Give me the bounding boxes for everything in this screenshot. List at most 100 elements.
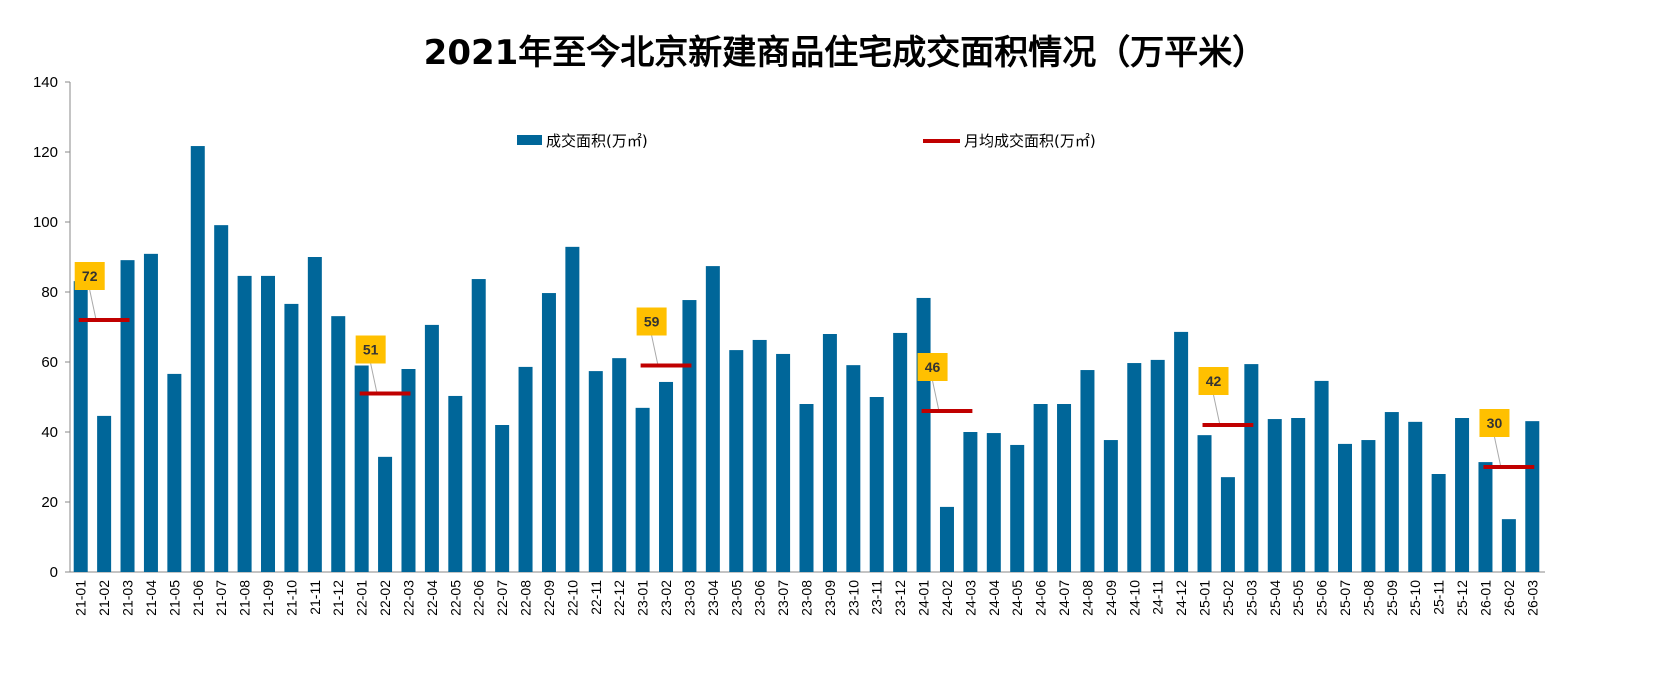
avg-label-box (917, 353, 948, 381)
x-tick-label: 23-10 (845, 580, 861, 616)
x-tick-label: 24-04 (986, 580, 1002, 616)
x-tick-label: 25-11 (1431, 580, 1447, 615)
y-tick-label: 100 (33, 214, 58, 231)
y-tick-label: 0 (50, 564, 58, 581)
x-tick-label: 22-09 (541, 580, 557, 616)
y-tick-label: 20 (41, 494, 58, 511)
x-tick-label: 21-12 (330, 580, 346, 616)
avg-label: 46 (925, 359, 941, 375)
avg-label-box (1479, 409, 1510, 437)
bar (261, 275, 276, 572)
x-tick-label: 23-04 (705, 580, 721, 616)
x-tick-label: 25-04 (1267, 580, 1283, 616)
bar (1150, 359, 1165, 572)
legend-label-bar: 成交面积(万㎡) (546, 132, 648, 150)
y-tick-label: 120 (33, 144, 58, 161)
bar (284, 303, 299, 572)
x-tick-label: 24-12 (1173, 580, 1189, 616)
y-tick-label: 60 (41, 354, 58, 371)
bar (1525, 421, 1540, 572)
bar (1080, 370, 1095, 572)
bar (822, 334, 837, 572)
x-tick-label: 23-11 (869, 580, 885, 615)
bar (1455, 418, 1470, 572)
bar (1174, 331, 1189, 572)
bar (893, 332, 908, 572)
bar (1361, 440, 1376, 572)
x-tick-label: 24-02 (939, 580, 955, 616)
x-tick-label: 25-01 (1197, 580, 1213, 616)
bar (1408, 421, 1423, 572)
x-tick-label: 21-03 (120, 580, 136, 616)
x-tick-label: 21-04 (143, 580, 159, 616)
x-tick-label: 21-08 (237, 580, 253, 616)
x-tick-label: 21-05 (166, 580, 182, 616)
x-tick-label: 24-10 (1126, 580, 1142, 616)
x-tick-label: 23-07 (775, 580, 791, 616)
bar (1291, 418, 1306, 572)
bar (1501, 519, 1516, 572)
x-tick-label: 22-08 (518, 580, 534, 616)
avg-label-leader-line (370, 363, 378, 394)
bar (1267, 419, 1282, 572)
x-tick-label: 23-09 (822, 580, 838, 616)
x-tick-label: 23-01 (635, 580, 651, 616)
bar (120, 260, 135, 572)
bar (190, 146, 205, 573)
y-tick-label: 140 (33, 74, 58, 91)
avg-label-leader-line (1493, 436, 1502, 468)
x-tick-label: 22-12 (611, 580, 627, 616)
x-tick-label: 22-06 (471, 580, 487, 616)
x-tick-label: 23-08 (799, 580, 815, 616)
x-tick-label: 25-05 (1290, 580, 1306, 616)
x-tick-label: 26-03 (1524, 580, 1540, 616)
bar (612, 358, 627, 572)
bar (307, 257, 322, 572)
x-tick-label: 25-06 (1314, 580, 1330, 616)
bar (635, 407, 650, 572)
x-tick-label: 26-01 (1477, 580, 1493, 616)
x-tick-label: 26-02 (1501, 580, 1517, 616)
x-tick-label: 25-09 (1384, 580, 1400, 616)
legend-swatch-bar (517, 135, 542, 145)
bar (986, 433, 1001, 572)
x-tick-label: 24-11 (1150, 580, 1166, 615)
bar (659, 381, 674, 572)
bar (354, 365, 369, 572)
bar (1384, 412, 1399, 572)
x-tick-label: 25-10 (1407, 580, 1423, 616)
bar (97, 415, 112, 572)
bar (1337, 443, 1352, 572)
x-tick-label: 23-12 (892, 580, 908, 616)
bar (378, 456, 393, 572)
x-tick-label: 25-08 (1360, 580, 1376, 616)
x-tick-label: 22-01 (354, 580, 370, 616)
x-tick-label: 22-02 (377, 580, 393, 616)
x-tick-label: 24-07 (1056, 580, 1072, 616)
x-tick-label: 21-11 (307, 580, 323, 615)
bar (237, 275, 252, 572)
x-tick-label: 24-01 (916, 580, 932, 616)
bar (1057, 404, 1072, 572)
x-tick-label: 22-11 (588, 580, 604, 615)
bar (869, 397, 884, 572)
avg-label-leader-line (932, 380, 940, 412)
x-tick-label: 22-05 (447, 580, 463, 616)
bar (565, 246, 580, 572)
x-tick-label: 25-03 (1243, 580, 1259, 616)
x-tick-label: 24-03 (962, 580, 978, 616)
avg-label-box (1198, 367, 1229, 395)
x-tick-label: 24-05 (1009, 580, 1025, 616)
chart-title: 2021年至今北京新建商品住宅成交面积情况（万平米） (424, 33, 1267, 73)
x-tick-label: 22-07 (494, 580, 510, 616)
x-tick-label: 21-02 (96, 580, 112, 616)
avg-label: 30 (1487, 415, 1503, 431)
x-tick-label: 21-07 (213, 580, 229, 616)
avg-label-box (636, 307, 667, 336)
bar (1478, 462, 1493, 572)
bar (1197, 435, 1212, 572)
bar (963, 432, 978, 572)
bar (1010, 444, 1025, 572)
bar (729, 350, 744, 572)
x-tick-label: 23-06 (752, 580, 768, 616)
